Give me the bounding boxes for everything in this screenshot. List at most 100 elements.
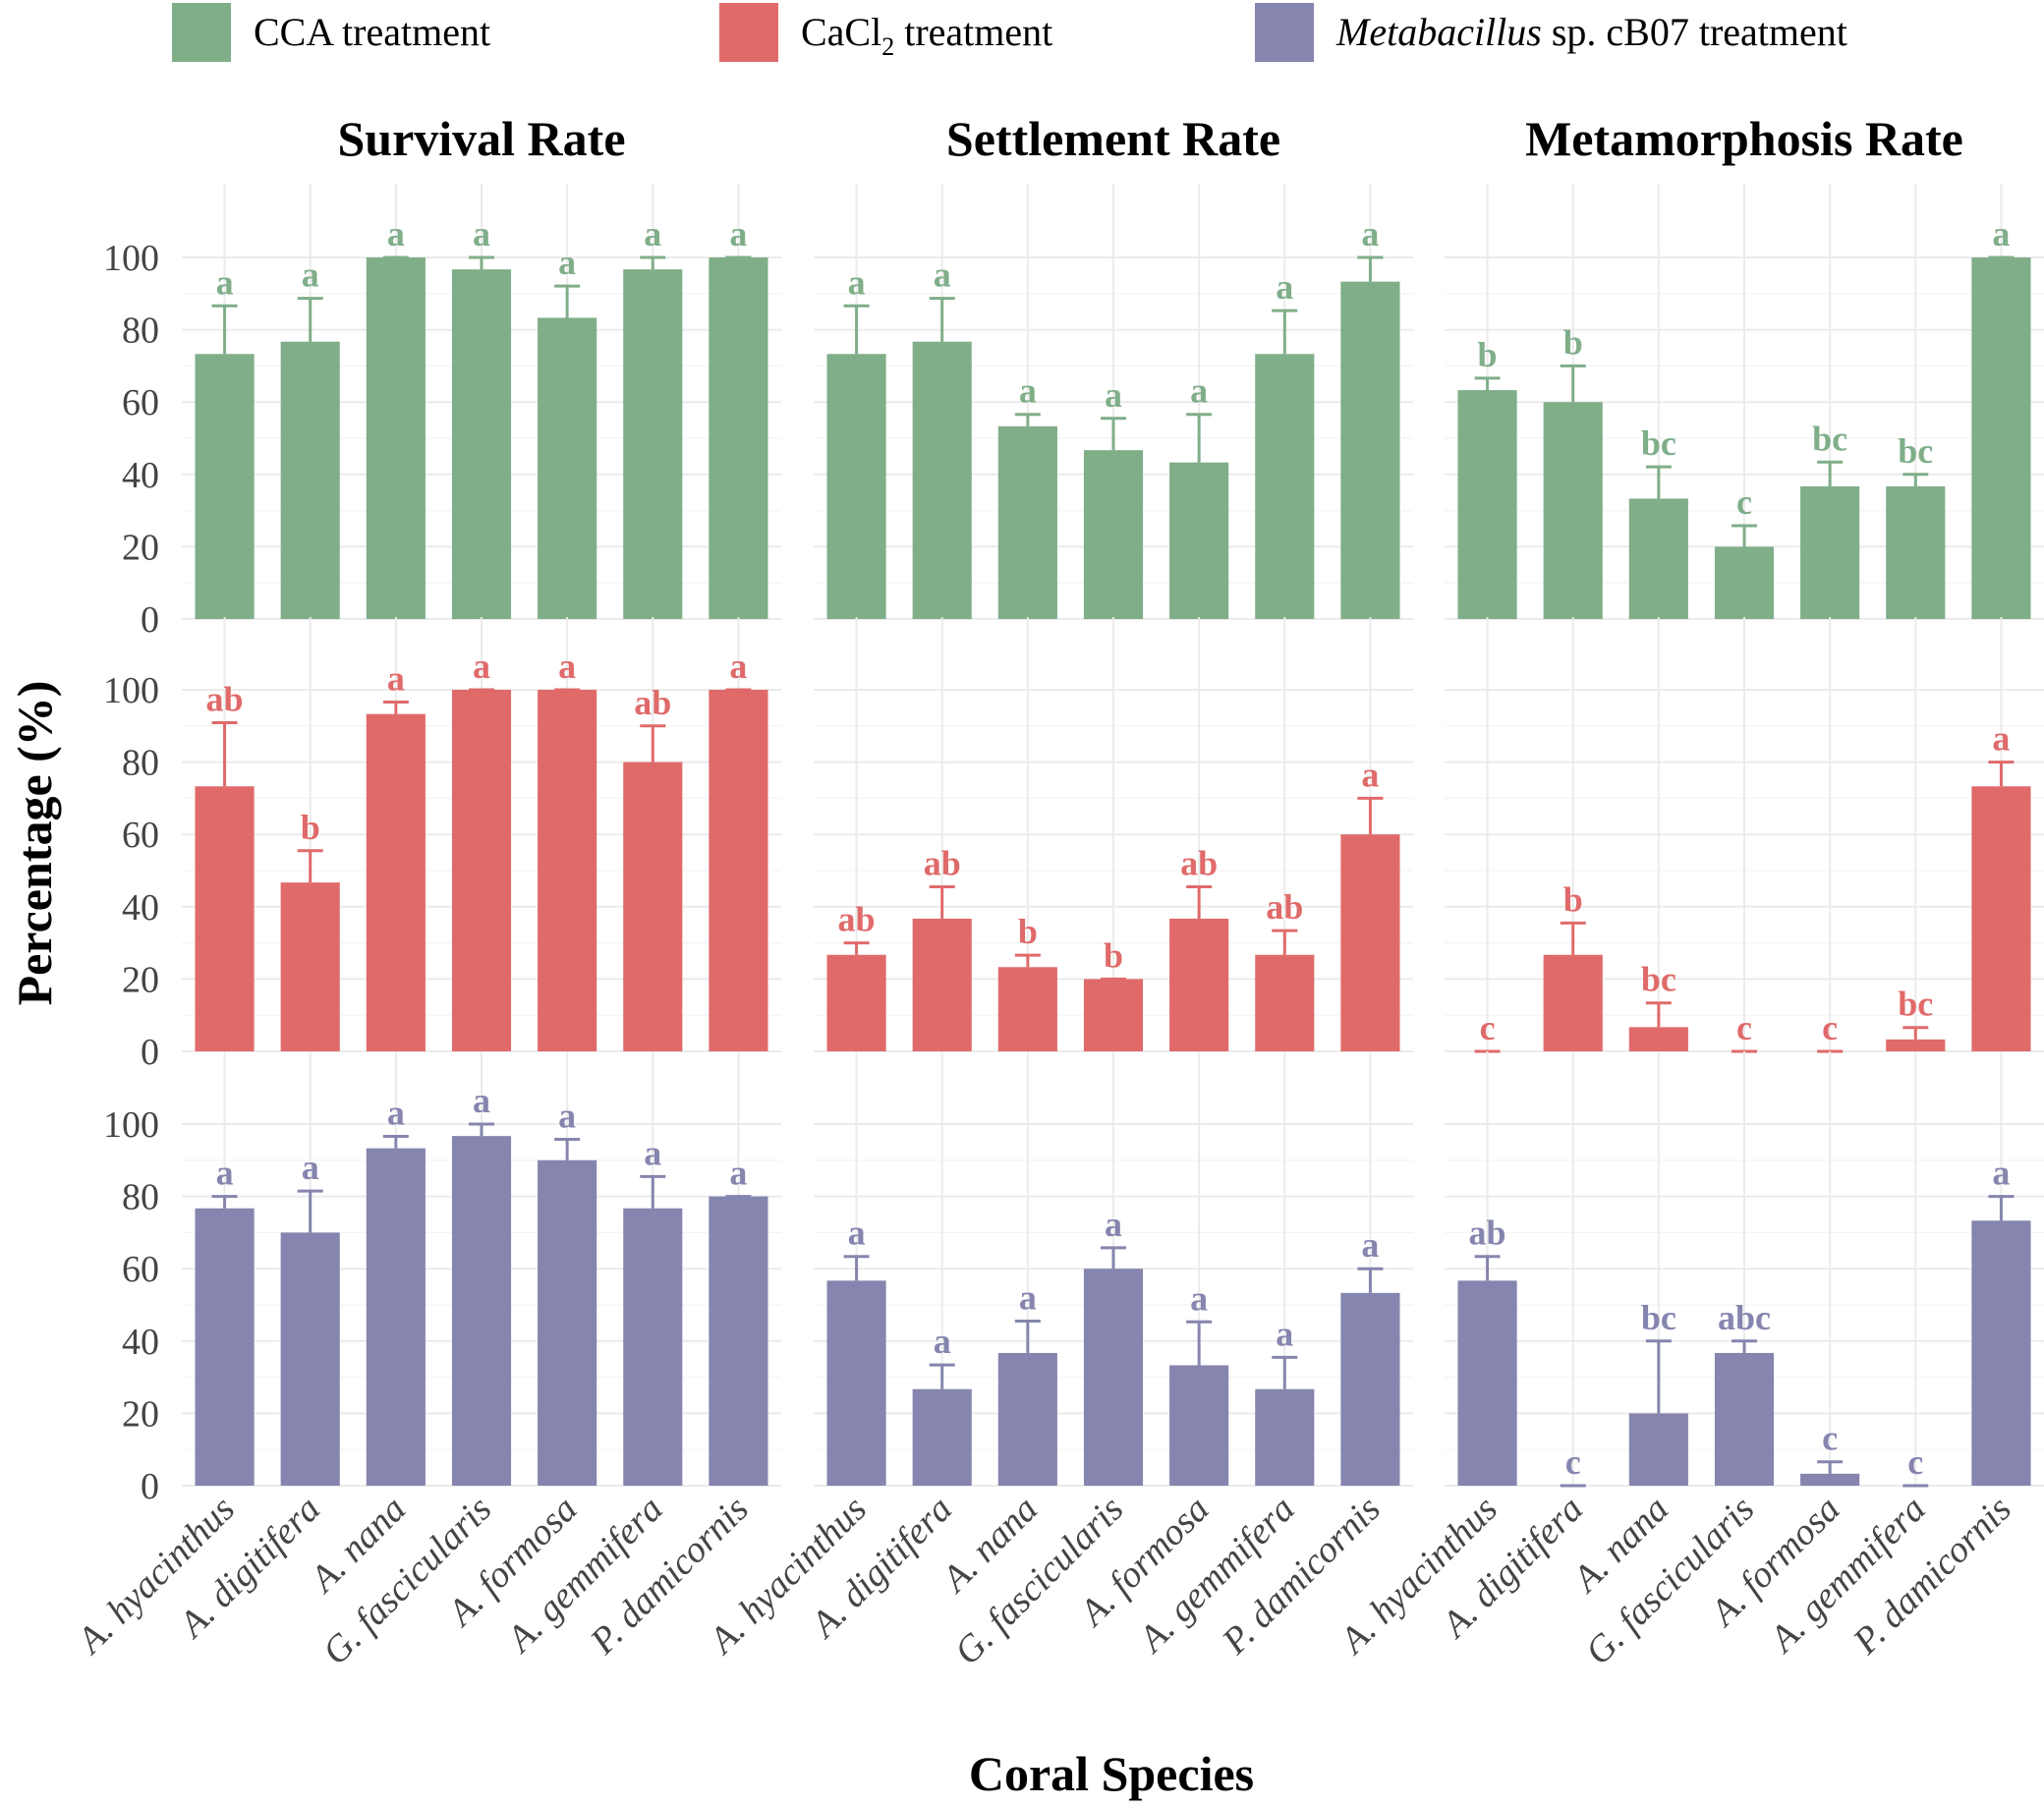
bar: [1971, 1220, 2031, 1486]
bar: [1886, 485, 1946, 619]
significance-letter: a: [387, 1094, 405, 1133]
significance-letter: a: [1361, 214, 1379, 254]
significance-letter: ab: [634, 683, 671, 722]
significance-letter: ab: [1469, 1213, 1506, 1253]
column-strip-titles: Survival Rate Settlement Rate Metamorphosi…: [337, 111, 1962, 166]
significance-letter: ab: [924, 844, 961, 883]
panel-cca-2: b b bc c bc bc a: [1445, 184, 2044, 620]
significance-letter: a: [848, 1213, 866, 1253]
y-tick-label: 60: [122, 815, 159, 856]
bar: [538, 690, 597, 1051]
significance-letter: a: [302, 1148, 319, 1187]
significance-letter: a: [387, 214, 405, 254]
y-axes: 0 20 40 60 80 100 0 20 40 60 80 100 0 20 40 60 80 100: [103, 238, 159, 1507]
bar: [1340, 834, 1400, 1051]
significance-letter: c: [1822, 1008, 1838, 1047]
legend-swatch-metabacillus: [1255, 3, 1314, 62]
significance-letter: ab: [206, 679, 244, 718]
bar: [538, 1159, 597, 1486]
significance-letter: bc: [1898, 431, 1933, 471]
significance-letter: a: [729, 1154, 747, 1193]
significance-letter: b: [1478, 335, 1498, 374]
panel-cacl2-1: ab ab b b ab ab a: [814, 617, 1413, 1052]
significance-letter: a: [934, 255, 951, 295]
bar: [1543, 402, 1603, 619]
panel-cca-1: a a a a a a a: [814, 184, 1413, 620]
bar: [1255, 954, 1315, 1051]
y-tick-label: 20: [122, 959, 159, 1000]
legend-label-metabacillus: Metabacillus sp. cB07 treatment: [1335, 10, 1847, 54]
significance-letter: c: [1907, 1442, 1923, 1482]
significance-letter: c: [1736, 1008, 1752, 1047]
bar: [1083, 979, 1144, 1051]
significance-letter: b: [301, 808, 320, 847]
bar: [1628, 1413, 1688, 1486]
significance-letter: abc: [1718, 1298, 1771, 1337]
strip-title-2: Metamorphosis Rate: [1525, 111, 1963, 166]
y-tick-label: 100: [103, 238, 159, 279]
bar: [623, 1208, 683, 1486]
significance-letter: b: [1104, 935, 1123, 975]
significance-letter: ab: [1266, 887, 1303, 927]
bar: [1971, 786, 2031, 1051]
significance-letter: a: [1276, 267, 1293, 307]
bar: [826, 1280, 886, 1486]
significance-letter: a: [1190, 1278, 1208, 1318]
bar: [709, 257, 768, 619]
significance-letter: a: [473, 1081, 490, 1120]
significance-letter: ab: [1180, 844, 1218, 883]
bar: [1169, 1365, 1229, 1486]
panel-metabacillus-1: a a a a a a a: [814, 1051, 1413, 1487]
bar: [709, 690, 768, 1051]
bar: [1800, 485, 1860, 619]
significance-letter: bc: [1812, 419, 1847, 458]
bar: [366, 1148, 426, 1486]
y-tick-label: 40: [122, 455, 159, 496]
bar: [195, 786, 255, 1051]
significance-letter: c: [1565, 1442, 1581, 1482]
bar: [1714, 546, 1775, 619]
significance-letter: bc: [1898, 985, 1933, 1024]
y-tick-label: 0: [141, 1032, 159, 1073]
bar: [912, 1388, 972, 1486]
bar: [826, 354, 886, 619]
significance-letter: ab: [838, 900, 876, 939]
y-tick-label: 60: [122, 1249, 159, 1290]
bar: [1255, 354, 1315, 619]
legend-label-cca: CCA treatment: [254, 10, 490, 54]
significance-letter: b: [1563, 879, 1583, 919]
significance-letter: a: [1105, 375, 1122, 415]
significance-letter: a: [558, 647, 576, 686]
panel-cacl2-2: c b bc c c bc a: [1445, 617, 2044, 1053]
significance-letter: a: [1019, 1278, 1037, 1318]
legend-swatch-cacl2: [719, 3, 778, 62]
significance-letter: a: [1992, 214, 2010, 254]
panel-metabacillus-0: a a a a a a a: [182, 1051, 781, 1487]
bar: [1543, 954, 1603, 1051]
significance-letter: a: [644, 214, 661, 254]
significance-letter: a: [1190, 371, 1208, 411]
significance-letter: a: [558, 1096, 576, 1135]
bar: [366, 713, 426, 1051]
significance-letter: a: [848, 262, 866, 302]
bar: [451, 690, 512, 1051]
bar: [623, 762, 683, 1051]
strip-title-1: Settlement Rate: [946, 111, 1280, 166]
bar: [1714, 1352, 1775, 1486]
significance-letter: a: [473, 214, 490, 254]
y-tick-label: 20: [122, 1393, 159, 1435]
bar: [538, 317, 597, 619]
bar: [1457, 390, 1517, 619]
bar: [1340, 281, 1400, 619]
strip-title-0: Survival Rate: [337, 111, 625, 166]
y-axis-title: Percentage (%): [7, 681, 62, 1006]
significance-letter: a: [1992, 1154, 2010, 1193]
bar: [280, 1232, 340, 1486]
bar: [366, 257, 426, 619]
y-tick-label: 0: [141, 1466, 159, 1507]
bar: [1628, 1027, 1688, 1051]
y-tick-label: 40: [122, 887, 159, 929]
